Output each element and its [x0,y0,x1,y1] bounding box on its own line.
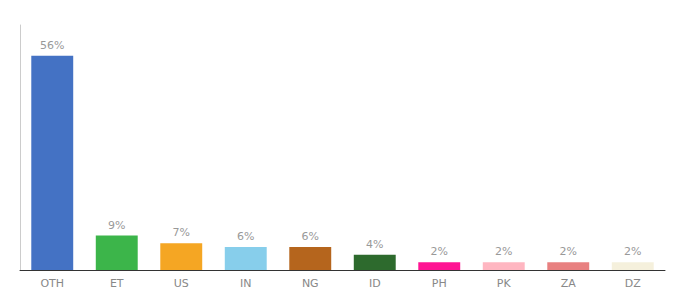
svg-text:2%: 2% [560,245,577,258]
svg-text:2%: 2% [624,245,641,258]
svg-text:ID: ID [369,277,381,290]
svg-text:ZA: ZA [561,277,577,290]
svg-text:PH: PH [432,277,447,290]
svg-text:OTH: OTH [40,277,64,290]
svg-text:2%: 2% [495,245,512,258]
svg-text:IN: IN [240,277,251,290]
svg-text:2%: 2% [431,245,448,258]
svg-text:NG: NG [302,277,319,290]
svg-text:6%: 6% [237,230,254,243]
svg-text:56%: 56% [40,39,64,52]
svg-text:ET: ET [110,277,124,290]
svg-text:DZ: DZ [625,277,641,290]
svg-text:6%: 6% [302,230,319,243]
svg-text:4%: 4% [366,238,383,251]
svg-text:PK: PK [497,277,512,290]
svg-text:7%: 7% [173,226,190,239]
svg-text:US: US [174,277,189,290]
svg-text:9%: 9% [108,219,125,232]
